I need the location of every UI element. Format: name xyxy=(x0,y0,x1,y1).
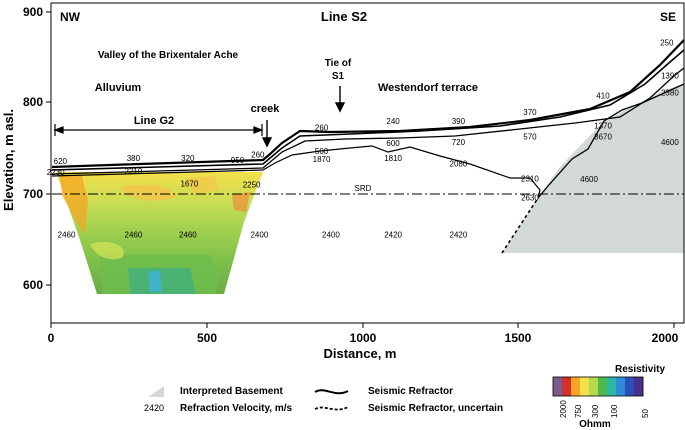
velocity-label: 2420 xyxy=(450,231,468,240)
colorbar-tick-label: 100 xyxy=(610,404,619,418)
velocity-label: 260 xyxy=(251,151,265,160)
refractor-uncertain-legend-label: Seismic Refractor, uncertain xyxy=(368,403,503,414)
velocity-label: 1390 xyxy=(661,71,679,80)
basement-legend-label: Interpreted Basement xyxy=(180,386,283,397)
tie-s1-arrow xyxy=(334,86,346,113)
interpreted-basement xyxy=(502,84,684,253)
colorbar-cell xyxy=(562,377,572,396)
velocity-label: 240 xyxy=(386,117,400,126)
velocity-label: 1670 xyxy=(180,180,198,189)
x-axis-ticks xyxy=(50,323,675,328)
velocity-label: 250 xyxy=(660,39,674,48)
velocity-label: 620 xyxy=(54,157,68,166)
x-tick-label: 1500 xyxy=(505,331,532,345)
plot-frame xyxy=(50,2,685,324)
velocity-label: 2250 xyxy=(243,181,261,190)
velocity-label: 4600 xyxy=(661,138,679,147)
colorbar-tick-label: 50 xyxy=(641,409,650,418)
x-tick-label: 2000 xyxy=(652,331,679,345)
y-tick-label: 600 xyxy=(23,278,43,292)
colorbar-tick-label: 750 xyxy=(574,404,583,418)
basement-legend-swatch xyxy=(148,386,164,397)
legend: Interpreted Basement 2420 Refraction Vel… xyxy=(144,386,503,414)
colorbar-cell xyxy=(598,377,608,396)
velocity-label: 390 xyxy=(452,117,466,126)
colorbar-cell xyxy=(589,377,599,396)
resistivity-unit: Ohmm xyxy=(579,419,611,430)
velocity-label: 380 xyxy=(127,154,141,163)
colorbar-cell xyxy=(553,377,563,396)
velocity-label: 1870 xyxy=(313,155,331,164)
colorbar-cells xyxy=(553,377,644,396)
velocity-legend-sample: 2420 xyxy=(144,403,164,413)
y-tick-label: 700 xyxy=(23,187,43,201)
velocity-label: 370 xyxy=(523,108,537,117)
velocity-label: 500 xyxy=(315,147,329,156)
colorbar-cell xyxy=(607,377,617,396)
velocity-label: 2460 xyxy=(125,231,143,240)
velocity-label: 1370 xyxy=(594,121,612,130)
creek-label: creek xyxy=(251,103,281,115)
velocity-label: 2400 xyxy=(250,231,268,240)
x-axis-title: Distance, m xyxy=(324,346,397,361)
velocity-label: 2460 xyxy=(58,231,76,240)
velocity-label: 3670 xyxy=(594,132,612,141)
y-tick-label: 800 xyxy=(23,95,43,109)
velocity-label: 2080 xyxy=(450,160,468,169)
velocity-label: 260 xyxy=(315,123,329,132)
velocity-label: 2630 xyxy=(521,193,539,202)
velocity-label: 2400 xyxy=(322,231,340,240)
y-axis-title: Elevation, m asl. xyxy=(1,109,16,211)
resistivity-section xyxy=(56,172,263,294)
velocity-label: 2210 xyxy=(125,167,143,176)
valley-label: Valley of the Brixentaler Ache xyxy=(98,50,239,61)
seismic-refractors xyxy=(51,39,685,199)
velocity-label: 2310 xyxy=(521,174,539,183)
velocity-label: 320 xyxy=(181,154,195,163)
tie-s1-label: S1 xyxy=(332,71,345,82)
srd-label: SRD xyxy=(355,184,372,193)
velocity-label: 410 xyxy=(596,91,610,100)
velocity-label: 570 xyxy=(523,132,537,141)
velocity-label: 2460 xyxy=(179,231,197,240)
colorbar-cell xyxy=(580,377,590,396)
x-tick-label: 500 xyxy=(197,331,217,345)
refractor-legend-label: Seismic Refractor xyxy=(368,386,453,397)
resistivity-title: Resistivity xyxy=(615,364,665,375)
velocity-label: 2420 xyxy=(384,231,402,240)
westendorf-label: Westendorf terrace xyxy=(378,82,478,94)
colorbar-cell xyxy=(571,377,581,396)
line-g2-extent-arrow xyxy=(53,124,264,136)
colorbar-tick-label: 2000 xyxy=(559,400,568,418)
resistivity-colorbar: Resistivity 2000 750 300 100 50 Ohmm xyxy=(552,364,665,430)
tie-s1-label: Tie of xyxy=(325,58,352,69)
velocity-label: 2230 xyxy=(47,168,65,177)
colorbar-cell xyxy=(634,377,644,396)
velocity-label: 600 xyxy=(386,139,400,148)
velocity-label: 4600 xyxy=(580,175,598,184)
velocity-labels: 620 2230 380 2210 320 1670 950 260 2250 260 500187… xyxy=(47,39,680,240)
corner-label-nw: NW xyxy=(60,10,81,24)
colorbar-tick-label: 300 xyxy=(591,404,600,418)
y-tick-label: 900 xyxy=(23,5,43,19)
seismic-refractor-uncertain xyxy=(501,197,539,254)
refractor-legend-swatch xyxy=(314,389,349,395)
refractor-uncertain-legend-swatch xyxy=(314,406,349,411)
velocity-legend-label: Refraction Velocity, m/s xyxy=(180,403,293,414)
colorbar-cell xyxy=(625,377,635,396)
creek-arrow xyxy=(261,120,273,148)
velocity-label: 950 xyxy=(231,156,245,165)
alluvium-label: Alluvium xyxy=(95,82,142,94)
velocity-label: 1810 xyxy=(384,154,402,163)
section-title: Line S2 xyxy=(321,9,367,24)
line-g2-label: Line G2 xyxy=(134,115,174,127)
x-tick-label: 1000 xyxy=(350,331,377,345)
x-tick-label: 0 xyxy=(48,331,55,345)
y-axis-ticks xyxy=(46,11,51,286)
velocity-label: 720 xyxy=(452,138,466,147)
velocity-label: 2380 xyxy=(661,89,679,98)
corner-label-se: SE xyxy=(660,10,676,24)
colorbar-cell xyxy=(616,377,626,396)
